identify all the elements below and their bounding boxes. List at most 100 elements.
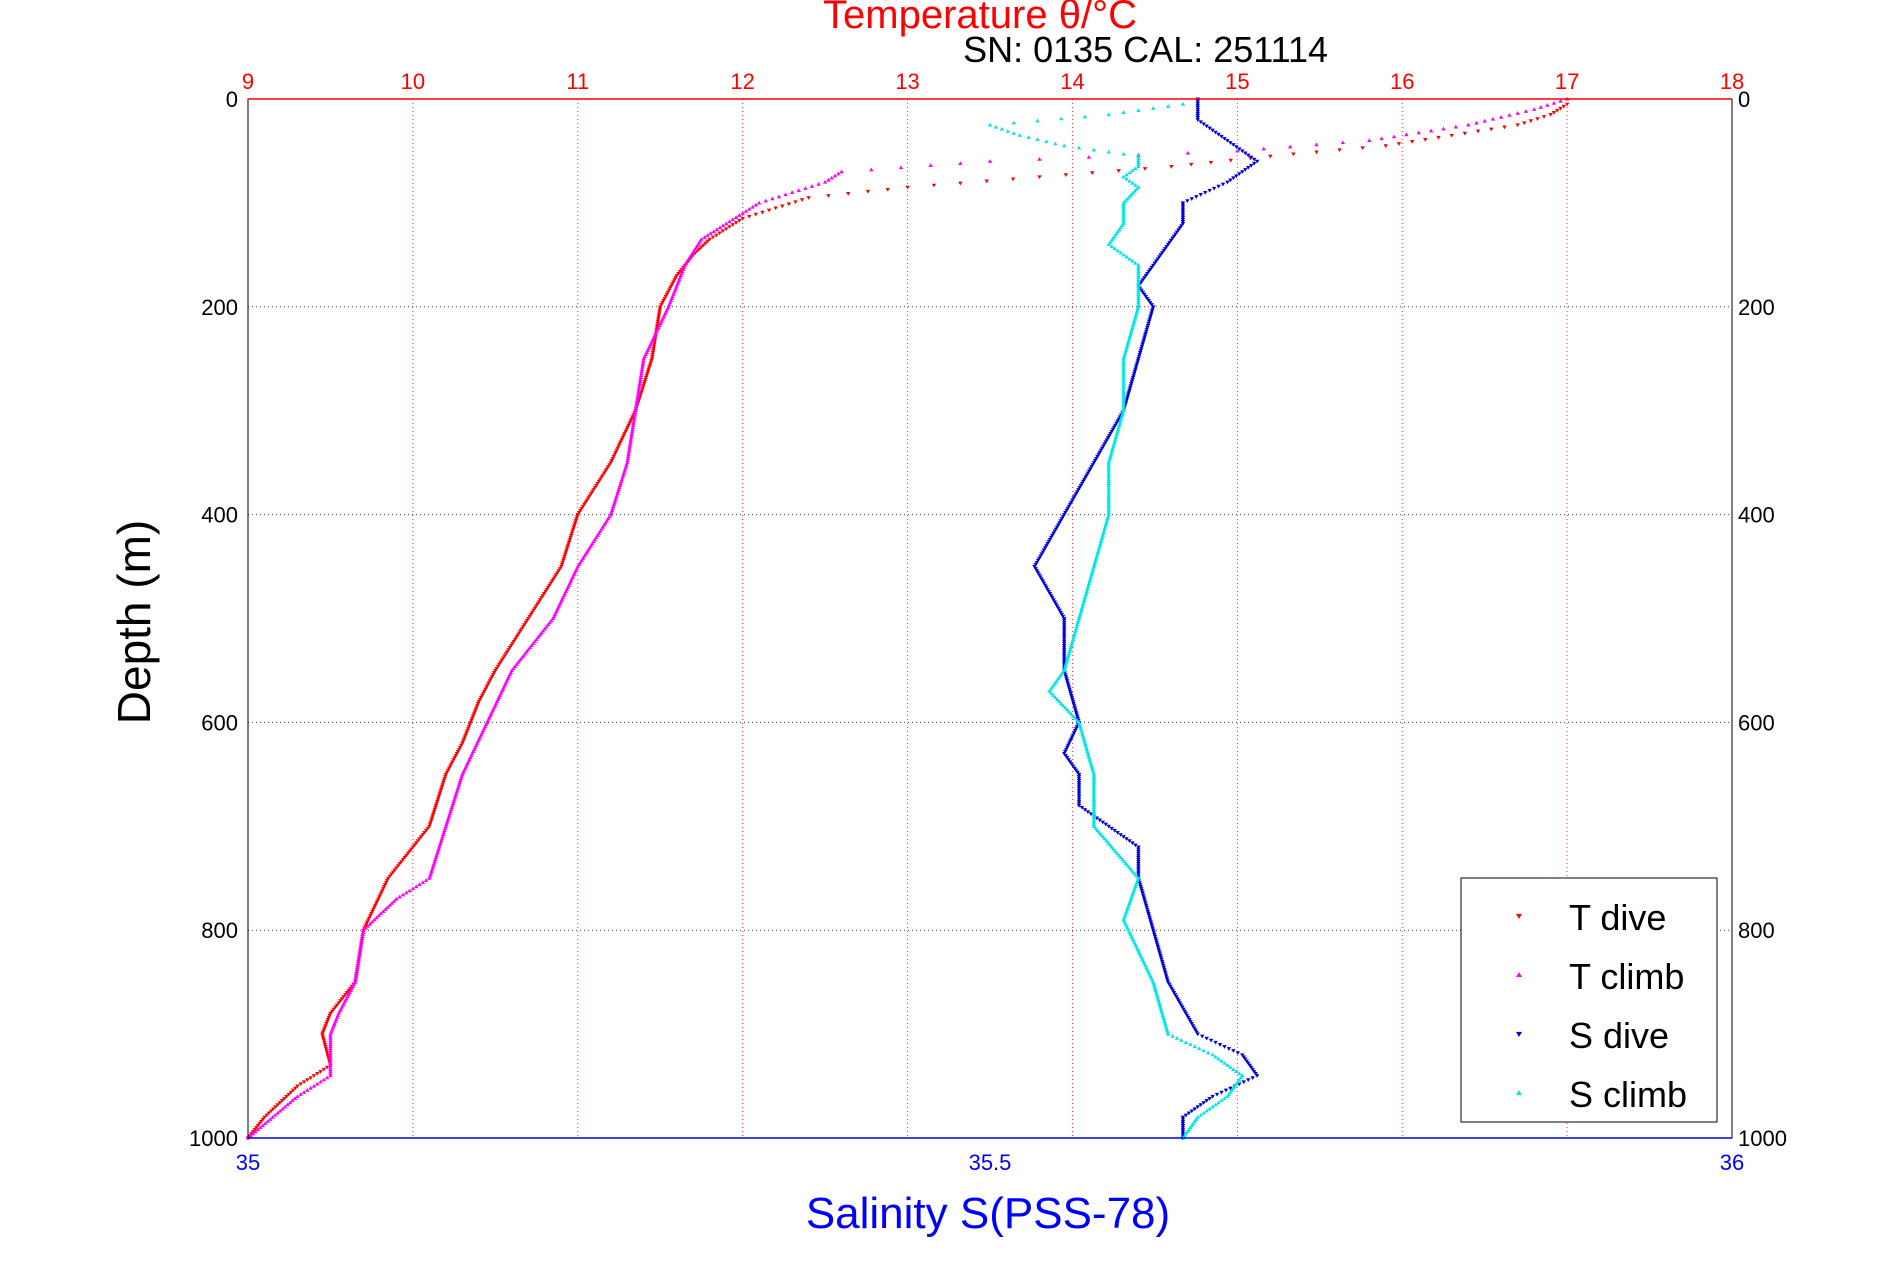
- data-point-s-dive: [1217, 1042, 1223, 1047]
- data-point-s-dive: [1250, 1076, 1255, 1080]
- data-point-s-dive: [1083, 475, 1088, 480]
- data-point-s-dive: [1062, 658, 1067, 663]
- data-point-t-dive: [826, 194, 831, 198]
- data-point-t-dive: [780, 204, 785, 209]
- data-point-s-dive: [1071, 702, 1076, 706]
- data-point-s-climb: [1115, 429, 1120, 434]
- data-point-s-dive: [1073, 727, 1079, 731]
- data-series: [245, 96, 1570, 1141]
- data-point-t-dive: [486, 681, 491, 686]
- data-point-t-dive: [1409, 140, 1415, 144]
- data-point-s-climb: [1110, 447, 1115, 452]
- data-point-s-dive: [1178, 1003, 1184, 1008]
- data-point-s-dive: [1165, 242, 1171, 247]
- data-point-t-dive: [339, 997, 345, 1001]
- data-point-s-climb: [1153, 988, 1158, 993]
- data-point-s-climb: [1135, 308, 1140, 313]
- data-point-t-dive: [537, 598, 543, 602]
- data-point-t-dive: [1314, 150, 1319, 155]
- temperature-tick-label: 13: [895, 69, 919, 94]
- data-point-t-climb: [822, 179, 828, 184]
- data-point-s-climb: [1106, 491, 1111, 496]
- data-point-s-climb: [1121, 354, 1127, 359]
- data-point-s-dive: [1162, 970, 1168, 974]
- data-point-t-climb: [290, 1098, 295, 1103]
- data-point-s-climb: [1126, 339, 1131, 344]
- data-point-t-dive: [383, 880, 389, 885]
- data-point-s-dive: [1041, 581, 1047, 586]
- data-point-s-dive: [1076, 799, 1082, 804]
- data-point-t-climb: [378, 911, 384, 916]
- data-point-t-dive: [402, 855, 407, 860]
- data-point-s-climb: [1084, 747, 1089, 751]
- data-point-t-dive: [429, 816, 435, 821]
- data-point-t-climb: [540, 628, 546, 633]
- data-point-t-climb: [522, 651, 528, 656]
- data-point-t-climb: [711, 229, 717, 234]
- data-point-s-dive: [1140, 893, 1146, 898]
- data-point-t-dive: [655, 319, 661, 324]
- data-point-t-climb: [1340, 140, 1346, 145]
- data-point-t-climb: [753, 202, 759, 207]
- legend-label-t-climb: T climb: [1569, 956, 1684, 997]
- data-point-s-climb: [1121, 389, 1126, 394]
- data-point-s-climb: [1158, 1004, 1163, 1009]
- data-point-t-climb: [1428, 128, 1434, 133]
- data-point-t-climb: [639, 371, 644, 375]
- data-point-t-dive: [380, 889, 385, 893]
- data-point-t-climb: [639, 366, 645, 371]
- data-point-s-climb: [1136, 263, 1141, 267]
- data-point-t-dive: [452, 756, 457, 760]
- data-point-s-dive: [1180, 215, 1186, 220]
- data-point-t-dive: [662, 296, 667, 301]
- data-point-t-dive: [674, 274, 679, 278]
- data-point-s-climb: [1102, 836, 1107, 841]
- data-point-s-dive: [1086, 469, 1092, 474]
- data-point-s-climb: [1091, 819, 1097, 824]
- data-point-t-dive: [535, 602, 540, 607]
- data-point-s-dive: [1136, 357, 1141, 361]
- data-point-s-dive: [1082, 808, 1088, 812]
- data-point-s-dive: [1136, 355, 1142, 359]
- data-point-s-climb: [1080, 732, 1085, 737]
- data-point-s-climb: [1121, 366, 1126, 371]
- data-point-t-dive: [462, 735, 468, 740]
- data-point-t-climb: [456, 784, 461, 789]
- data-point-s-climb: [1066, 653, 1071, 658]
- data-point-s-climb: [1197, 1046, 1202, 1051]
- data-point-s-dive: [1066, 758, 1071, 763]
- data-point-s-climb: [1210, 1104, 1215, 1109]
- data-point-s-dive: [1254, 1074, 1260, 1078]
- data-point-t-climb: [705, 233, 710, 237]
- data-point-s-dive: [1076, 787, 1082, 792]
- data-point-t-climb: [613, 495, 619, 500]
- data-point-s-dive: [1234, 145, 1239, 149]
- data-point-t-dive: [258, 1119, 264, 1124]
- data-point-s-climb: [1106, 508, 1111, 512]
- data-point-s-climb: [1106, 470, 1111, 475]
- data-point-t-dive: [730, 223, 735, 227]
- data-point-t-dive: [885, 187, 890, 192]
- data-point-s-climb: [1136, 300, 1141, 305]
- data-point-t-climb: [376, 913, 382, 918]
- data-point-t-climb: [625, 460, 630, 465]
- data-point-t-dive: [470, 716, 475, 721]
- data-point-t-dive: [326, 1015, 331, 1020]
- data-point-s-dive: [1179, 224, 1184, 228]
- data-point-s-climb: [1083, 743, 1088, 747]
- data-point-s-dive: [1214, 1092, 1220, 1097]
- data-point-t-dive: [1337, 148, 1342, 153]
- data-point-t-climb: [624, 462, 629, 467]
- data-point-t-dive: [565, 544, 571, 548]
- data-point-t-dive: [290, 1088, 296, 1093]
- data-point-t-climb: [544, 624, 549, 629]
- data-point-s-dive: [1182, 1009, 1187, 1014]
- data-point-s-dive: [1062, 631, 1067, 636]
- data-point-t-dive: [390, 870, 396, 875]
- data-point-s-dive: [1185, 199, 1190, 204]
- data-point-s-dive: [1180, 220, 1186, 224]
- data-point-s-dive: [1231, 176, 1236, 181]
- data-point-s-dive: [1139, 346, 1144, 351]
- data-point-s-climb: [1094, 556, 1099, 560]
- data-point-s-dive: [1142, 897, 1147, 902]
